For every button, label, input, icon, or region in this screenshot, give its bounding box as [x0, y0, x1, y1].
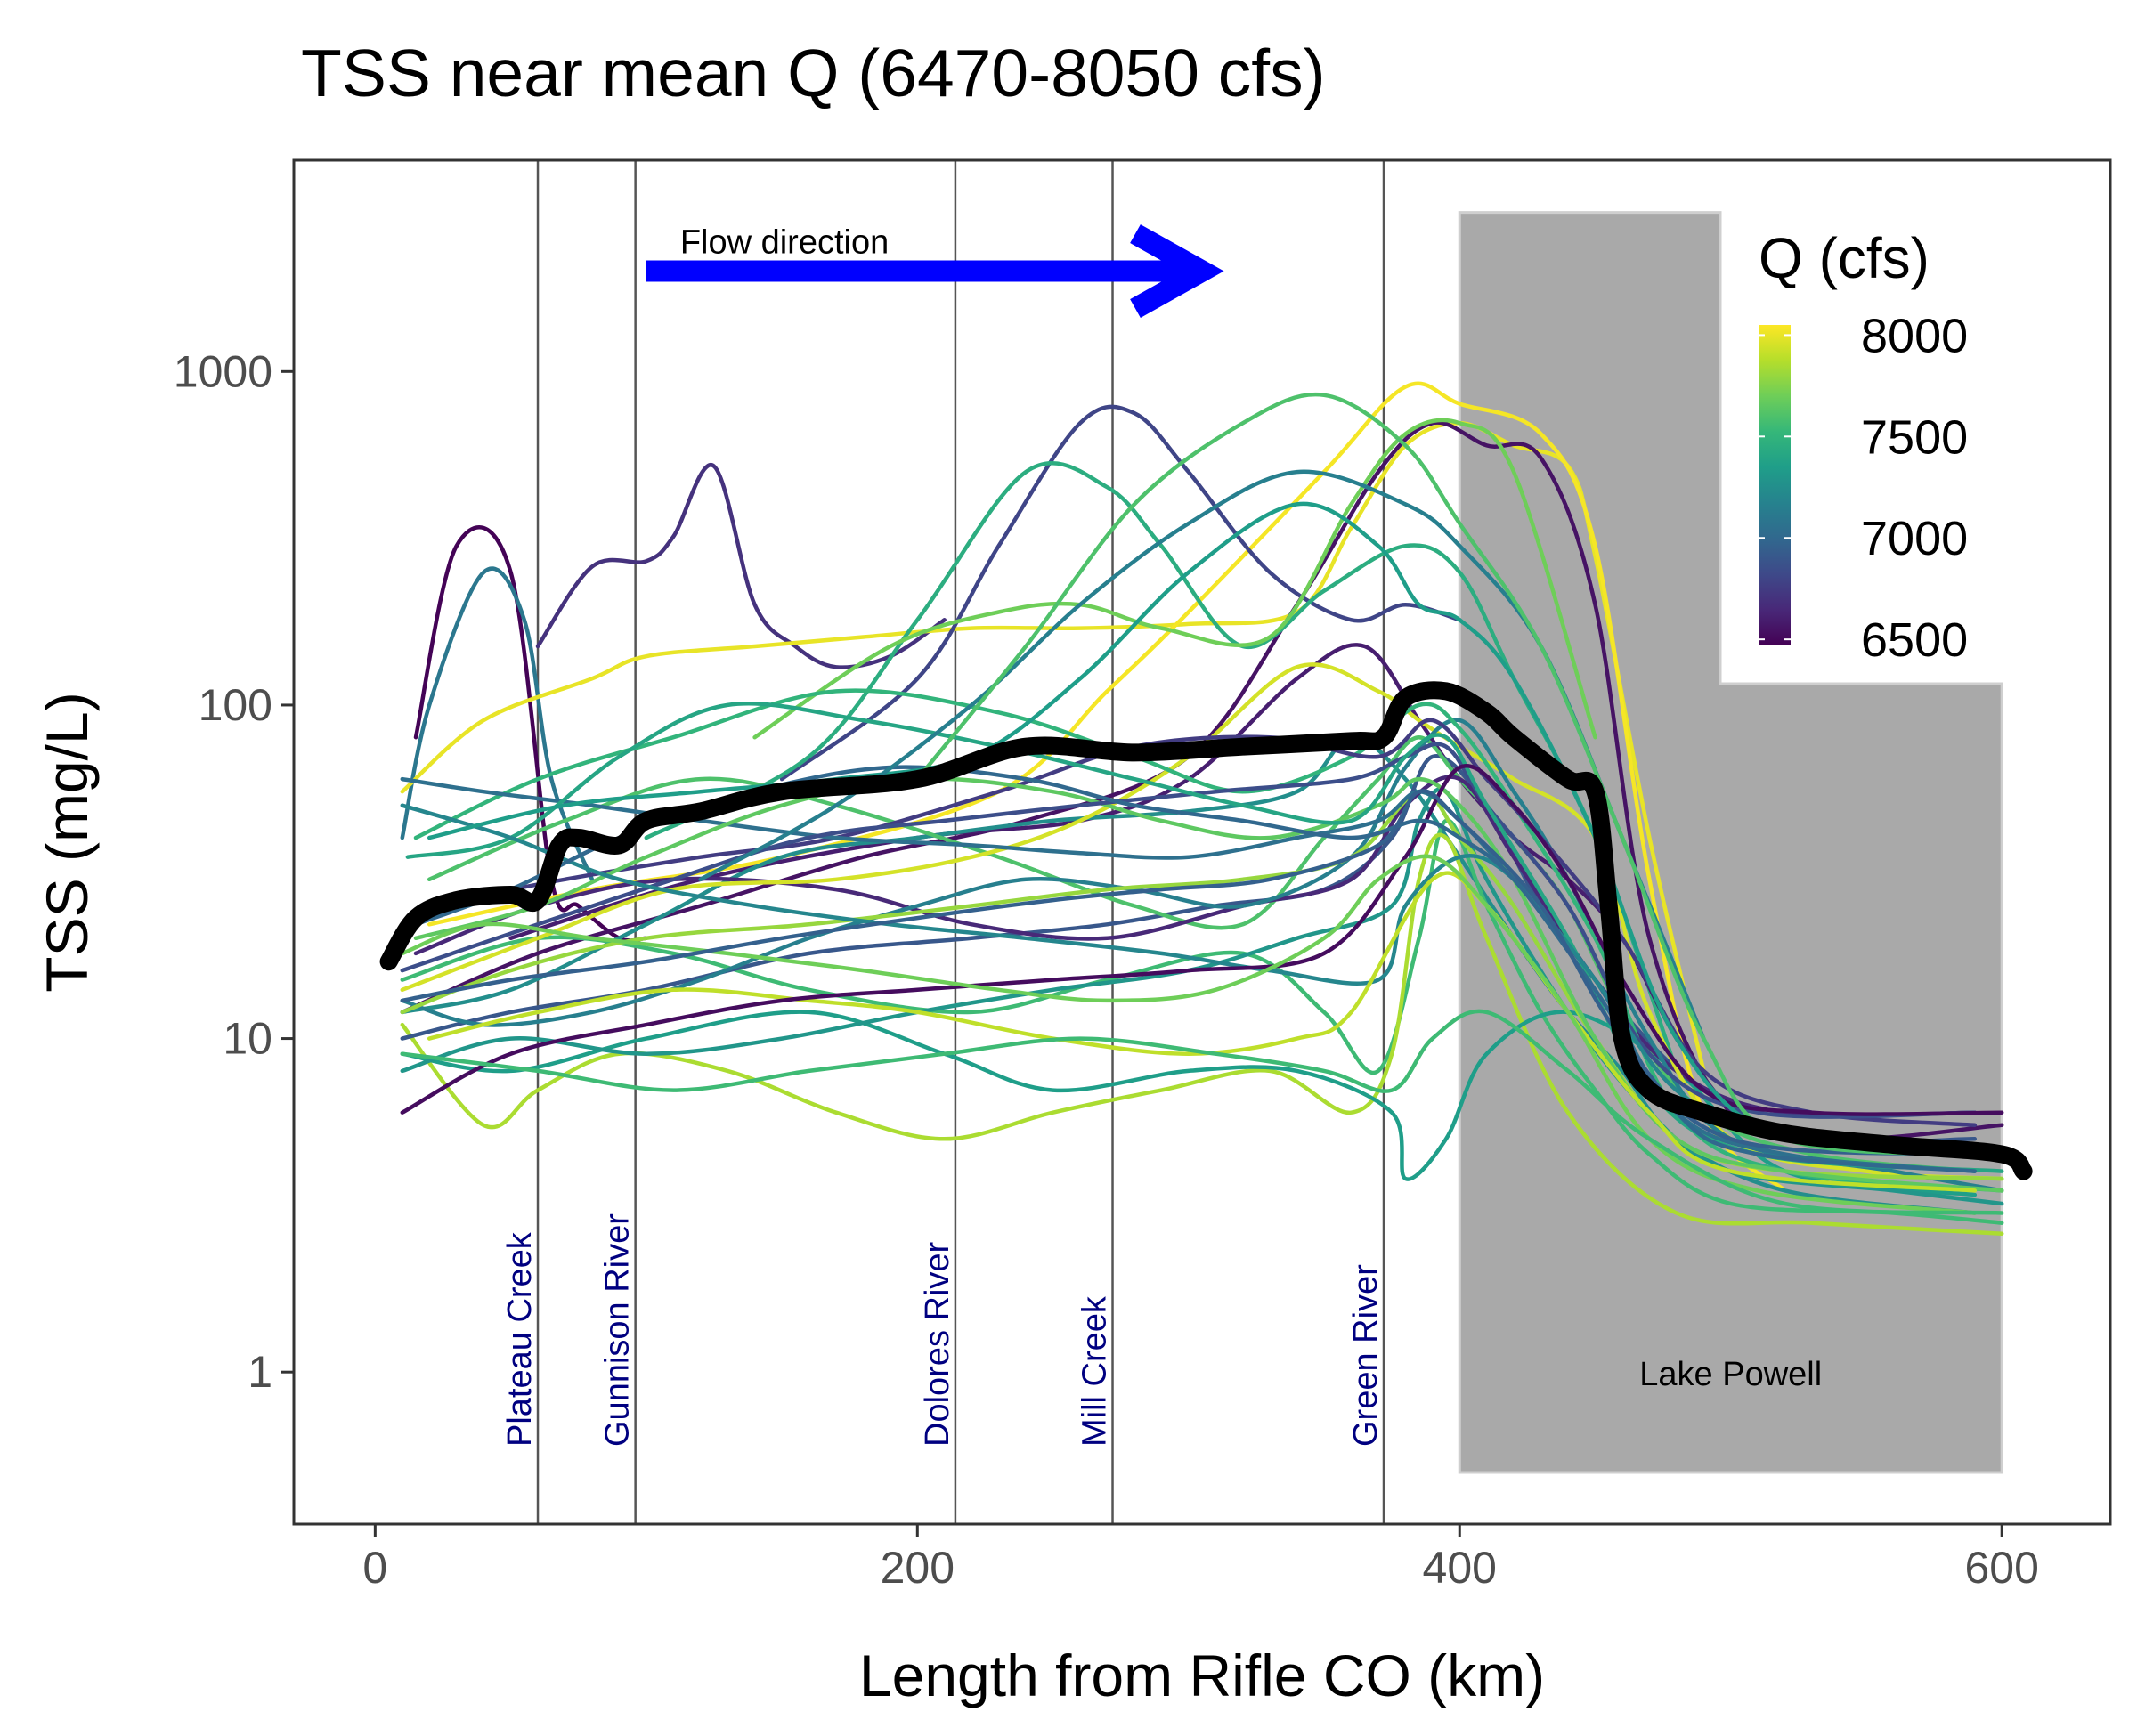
- y-tick-label: 1: [248, 1347, 272, 1397]
- series-line: [779, 404, 1462, 782]
- mean-series-line: [379, 681, 2033, 1180]
- colorbar-tick-label: 8000: [1861, 309, 1968, 362]
- annotations: Lake Powell Plateau Creek Gunnison River Do…: [501, 224, 1822, 1447]
- x-tick-label: 0: [362, 1543, 387, 1593]
- legend-title: Q (cfs): [1759, 226, 1930, 290]
- series-line: [752, 418, 1597, 740]
- series-line: [400, 803, 2004, 1156]
- series-line: [400, 764, 2004, 1116]
- x-axis-title: Length from Rifle CO (km): [859, 1643, 1545, 1708]
- chart-title: TSS near mean Q (6470-8050 cfs): [301, 36, 1326, 110]
- series-line: [400, 734, 1978, 1215]
- x-tick-label: 400: [1423, 1543, 1497, 1593]
- tributary-label: Mill Creek: [1077, 1295, 1114, 1447]
- colorbar-tick-label: 7000: [1861, 512, 1968, 565]
- axes: 0 200 400 600 1 10 100 1000: [174, 158, 2112, 1593]
- y-axis-title: TSS (mg/L): [34, 692, 100, 992]
- flow-arrow-head: [1130, 224, 1224, 319]
- tributary-label: Gunnison River: [599, 1213, 637, 1447]
- series-line: [400, 818, 2004, 1225]
- y-tick-label: 100: [199, 680, 272, 730]
- lake-powell-label: Lake Powell: [1639, 1356, 1822, 1393]
- series-line: [400, 854, 1978, 1215]
- colorbar: [1759, 325, 1791, 645]
- tributary-label: Green River: [1347, 1264, 1385, 1447]
- series-line: [413, 525, 649, 943]
- x-tick-label: 600: [1964, 1543, 2038, 1593]
- series-line: [400, 421, 1706, 1074]
- series-line: [400, 566, 595, 882]
- y-tick-label: 10: [223, 1014, 272, 1064]
- lake-powell-region: [1458, 211, 2003, 1474]
- flow-direction-label: Flow direction: [680, 224, 889, 262]
- panel-border: [292, 158, 2112, 1526]
- tributary-label: Plateau Creek: [501, 1231, 539, 1447]
- series-lines: [379, 381, 2033, 1236]
- x-tick-label: 200: [881, 1543, 955, 1593]
- y-tick-label: 1000: [174, 346, 272, 396]
- series-line: [400, 1009, 2004, 1215]
- series-line: [427, 871, 1978, 1193]
- colorbar-legend: Q (cfs) 6500 7000 7500 8000: [1723, 207, 2012, 678]
- colorbar-tick-label: 6500: [1861, 613, 1968, 667]
- tributary-label: Dolores River: [919, 1241, 956, 1447]
- colorbar-tick-label: 7500: [1861, 410, 1968, 464]
- series-line: [915, 392, 2004, 1156]
- series-line: [400, 742, 1978, 1119]
